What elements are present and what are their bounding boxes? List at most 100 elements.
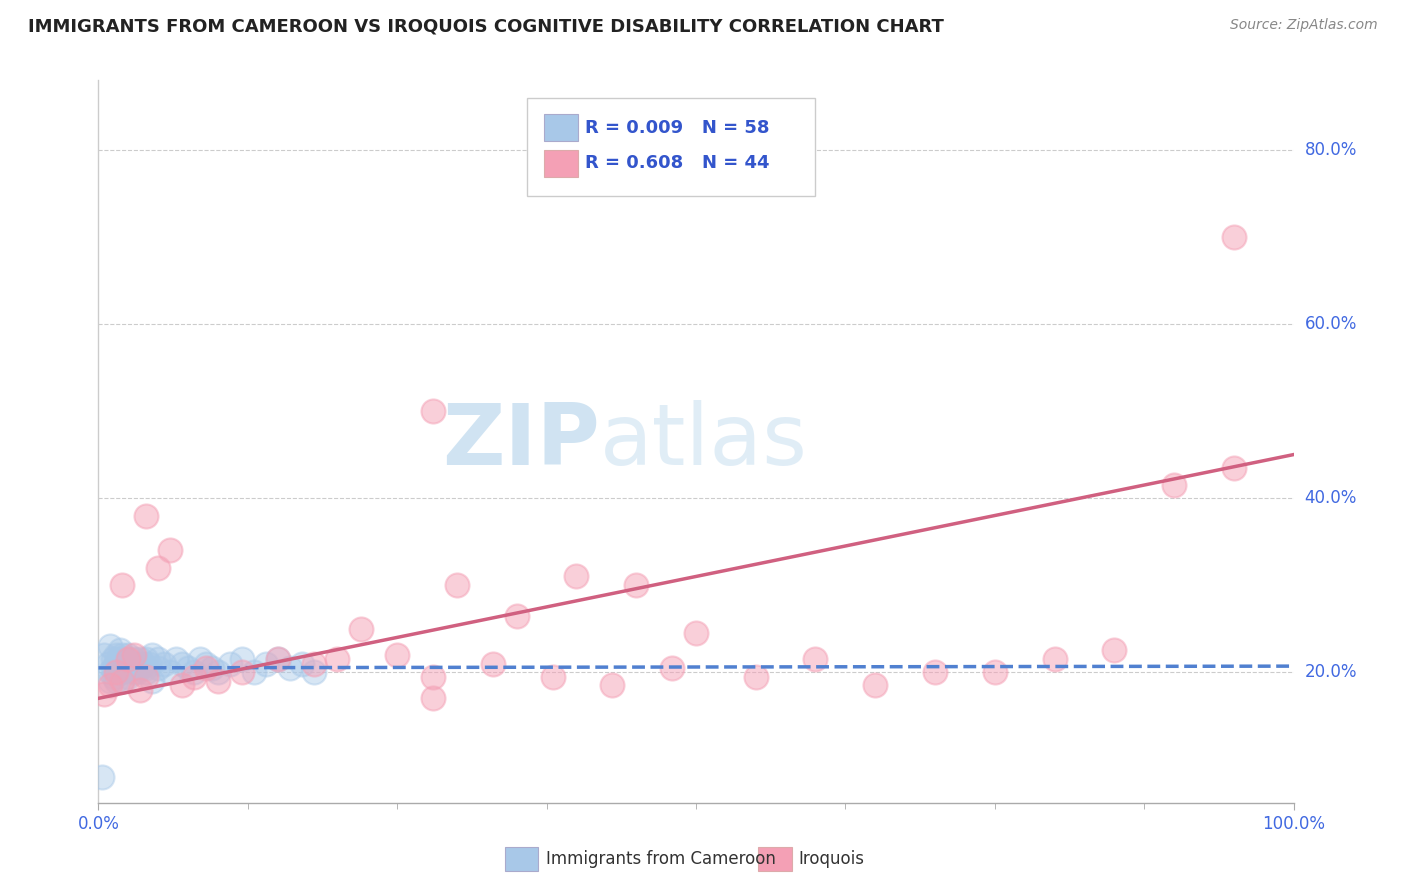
Point: [804, 652, 827, 666]
Point: [135, 652, 157, 666]
Point: [138, 657, 160, 671]
Point: [984, 665, 1007, 680]
Point: [188, 652, 211, 666]
Point: [98, 665, 122, 680]
Point: [177, 661, 200, 675]
Point: [201, 661, 224, 675]
Point: [117, 648, 139, 662]
Point: [350, 622, 373, 636]
Point: [129, 661, 152, 675]
Point: [602, 678, 624, 692]
Point: [129, 652, 152, 666]
Text: R = 0.608   N = 44: R = 0.608 N = 44: [585, 154, 769, 172]
Point: [243, 665, 266, 680]
Point: [1223, 230, 1246, 244]
Point: [291, 657, 314, 671]
Text: Immigrants from Cameroon: Immigrants from Cameroon: [546, 850, 775, 868]
Point: [1163, 478, 1185, 492]
Point: [135, 661, 157, 675]
Point: [153, 657, 176, 671]
Point: [865, 678, 887, 692]
Point: [103, 669, 125, 683]
Point: [183, 665, 205, 680]
Point: [98, 678, 122, 692]
Point: [661, 661, 683, 675]
Text: Source: ZipAtlas.com: Source: ZipAtlas.com: [1230, 18, 1378, 32]
Point: [97, 657, 120, 671]
Point: [117, 669, 139, 683]
Point: [105, 657, 128, 671]
Point: [231, 665, 253, 680]
Text: Iroquois: Iroquois: [799, 850, 865, 868]
Point: [105, 665, 128, 680]
Text: 40.0%: 40.0%: [1305, 489, 1357, 508]
Point: [685, 626, 707, 640]
Point: [111, 657, 134, 671]
Point: [745, 669, 768, 683]
Point: [111, 578, 134, 592]
Point: [105, 648, 128, 662]
Point: [446, 578, 468, 592]
Point: [422, 404, 444, 418]
Point: [148, 652, 170, 666]
Point: [385, 648, 409, 662]
Text: IMMIGRANTS FROM CAMEROON VS IROQUOIS COGNITIVE DISABILITY CORRELATION CHART: IMMIGRANTS FROM CAMEROON VS IROQUOIS COG…: [28, 18, 943, 36]
Point: [124, 652, 146, 666]
Point: [148, 661, 170, 675]
Point: [195, 661, 218, 675]
Text: 80.0%: 80.0%: [1305, 141, 1357, 159]
Point: [267, 652, 290, 666]
Point: [302, 657, 325, 671]
Point: [165, 652, 187, 666]
Point: [481, 657, 505, 671]
Point: [111, 665, 134, 680]
Point: [541, 669, 564, 683]
Point: [219, 657, 242, 671]
Point: [121, 661, 143, 675]
Point: [626, 578, 648, 592]
Point: [302, 665, 325, 680]
Point: [172, 657, 194, 671]
Text: ZIP: ZIP: [443, 400, 600, 483]
Text: atlas: atlas: [600, 400, 808, 483]
Point: [183, 669, 205, 683]
Point: [231, 652, 253, 666]
Point: [422, 669, 444, 683]
Point: [108, 643, 131, 657]
Point: [148, 561, 170, 575]
Point: [195, 657, 218, 671]
Point: [107, 652, 129, 666]
Point: [111, 648, 134, 662]
Text: R = 0.009   N = 58: R = 0.009 N = 58: [585, 119, 769, 136]
Point: [565, 569, 588, 583]
Point: [129, 682, 152, 697]
Point: [124, 657, 146, 671]
Point: [93, 648, 115, 662]
Point: [159, 543, 181, 558]
Point: [98, 673, 122, 688]
Point: [124, 665, 146, 680]
Point: [125, 665, 148, 680]
Point: [141, 648, 163, 662]
Point: [506, 608, 529, 623]
Point: [93, 687, 115, 701]
Point: [117, 657, 139, 671]
Point: [114, 661, 136, 675]
Point: [111, 673, 134, 688]
Point: [114, 652, 136, 666]
Point: [105, 673, 128, 688]
Point: [1223, 460, 1246, 475]
Point: [159, 665, 181, 680]
Point: [1043, 652, 1066, 666]
Point: [111, 673, 134, 688]
Point: [98, 639, 122, 653]
Point: [422, 691, 444, 706]
Text: 20.0%: 20.0%: [1305, 664, 1357, 681]
Point: [172, 678, 194, 692]
Point: [267, 652, 290, 666]
Point: [135, 508, 157, 523]
Point: [135, 669, 157, 683]
Point: [207, 673, 229, 688]
Point: [207, 665, 229, 680]
Point: [141, 673, 163, 688]
